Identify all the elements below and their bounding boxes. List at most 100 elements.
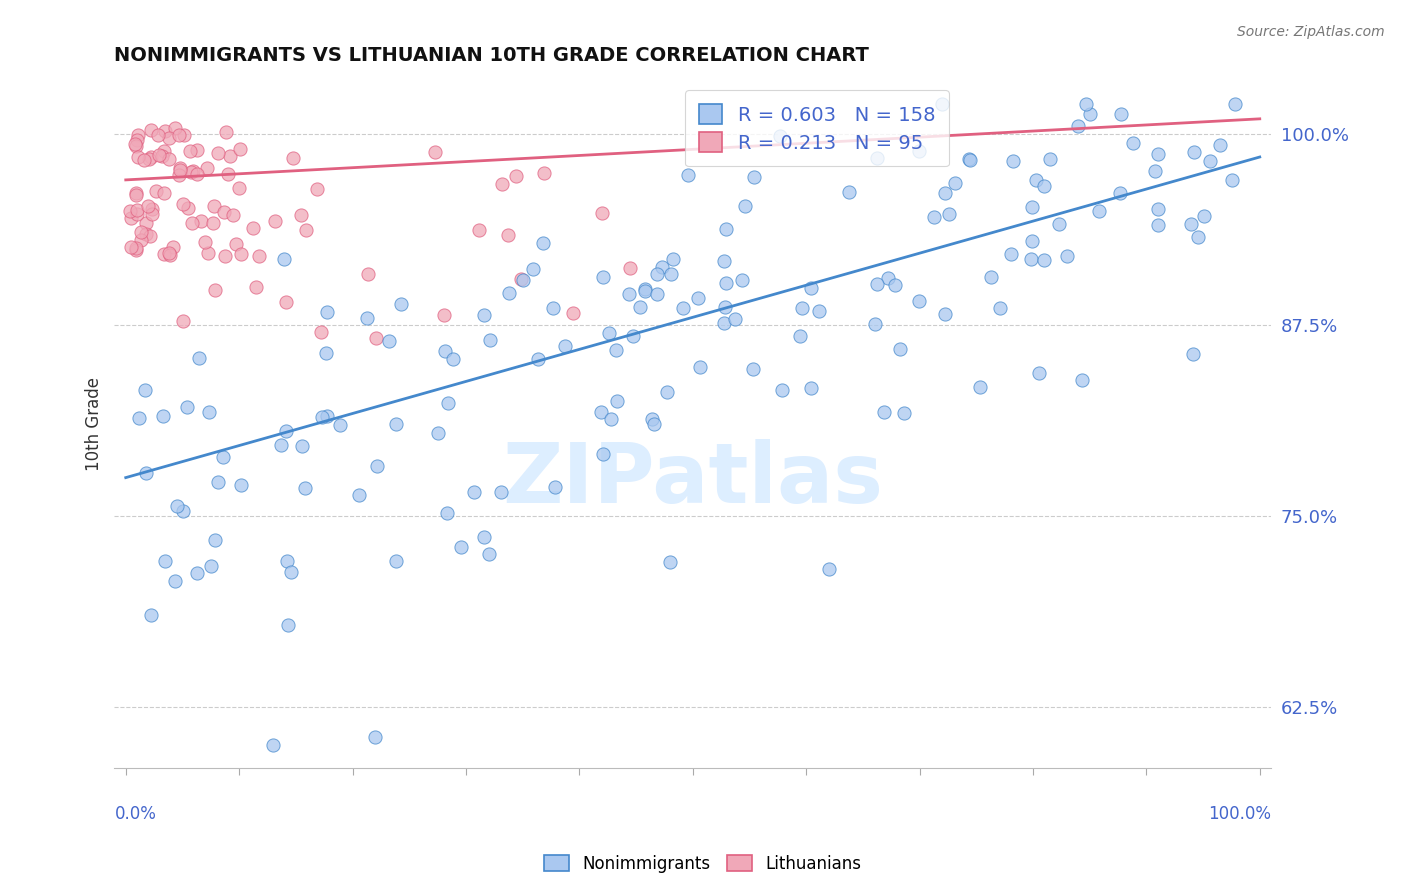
Point [270, 438, 292, 452]
Point [229, 247, 252, 261]
Point [554, 339, 576, 353]
Point [124, 241, 146, 255]
Point [163, 574, 186, 589]
Point [172, 314, 194, 328]
Point [591, 206, 613, 220]
Point [713, 254, 735, 268]
Point [592, 269, 614, 284]
Point [384, 554, 406, 568]
Point [247, 249, 270, 263]
Point [441, 352, 464, 367]
Point [619, 260, 641, 275]
Point [172, 504, 194, 518]
Point [125, 186, 148, 201]
Point [225, 237, 247, 252]
Point [1223, 96, 1246, 111]
Point [817, 562, 839, 576]
Point [1088, 204, 1111, 219]
Point [273, 252, 295, 267]
Point [1109, 186, 1132, 201]
Point [472, 308, 495, 322]
Point [177, 201, 200, 215]
Point [1021, 234, 1043, 248]
Point [689, 360, 711, 375]
Point [893, 406, 915, 420]
Point [922, 210, 945, 224]
Point [163, 120, 186, 135]
Point [291, 439, 314, 453]
Point [153, 186, 176, 201]
Point [195, 161, 218, 176]
Point [533, 166, 555, 180]
Point [889, 343, 911, 357]
Point [877, 271, 900, 285]
Point [659, 267, 682, 281]
Point [134, 384, 156, 398]
Point [139, 228, 162, 243]
Point [883, 278, 905, 293]
Point [468, 223, 491, 237]
Point [634, 282, 657, 296]
Point [959, 153, 981, 167]
Point [1025, 173, 1047, 187]
Point [157, 152, 180, 166]
Point [792, 301, 814, 315]
Point [172, 197, 194, 211]
Point [436, 506, 458, 520]
Point [219, 149, 242, 163]
Point [621, 329, 644, 343]
Point [619, 287, 641, 301]
Point [290, 208, 312, 222]
Point [1122, 136, 1144, 150]
Point [135, 227, 157, 242]
Point [606, 393, 628, 408]
Point [643, 417, 665, 431]
Point [478, 333, 501, 347]
Point [169, 163, 191, 178]
Point [180, 164, 202, 178]
Point [214, 249, 236, 263]
Point [141, 207, 163, 221]
Point [472, 530, 495, 544]
Point [211, 450, 233, 464]
Y-axis label: 10th Grade: 10th Grade [86, 377, 103, 471]
Point [512, 273, 534, 287]
Point [139, 123, 162, 137]
Point [200, 558, 222, 573]
Point [181, 164, 204, 178]
Point [1209, 138, 1232, 153]
Point [153, 124, 176, 138]
Point [463, 484, 485, 499]
Point [157, 246, 180, 260]
Point [190, 213, 212, 227]
Point [498, 286, 520, 301]
Point [229, 478, 252, 492]
Point [1033, 179, 1056, 194]
Point [496, 228, 519, 243]
Point [148, 148, 170, 162]
Point [125, 187, 148, 202]
Point [605, 343, 627, 357]
Point [1028, 366, 1050, 380]
Point [194, 235, 217, 249]
Point [127, 202, 149, 217]
Point [159, 248, 181, 262]
Point [714, 276, 737, 290]
Point [129, 225, 152, 239]
Point [153, 145, 176, 159]
Point [1198, 154, 1220, 169]
Point [276, 295, 298, 310]
Point [433, 343, 456, 358]
Point [162, 240, 184, 254]
Point [772, 384, 794, 398]
Point [688, 291, 710, 305]
Point [789, 329, 811, 343]
Point [329, 417, 352, 432]
Point [186, 144, 208, 158]
Point [641, 411, 664, 425]
Point [139, 607, 162, 622]
Point [366, 459, 388, 474]
Point [531, 235, 554, 250]
Point [357, 267, 380, 281]
Point [1182, 347, 1205, 361]
